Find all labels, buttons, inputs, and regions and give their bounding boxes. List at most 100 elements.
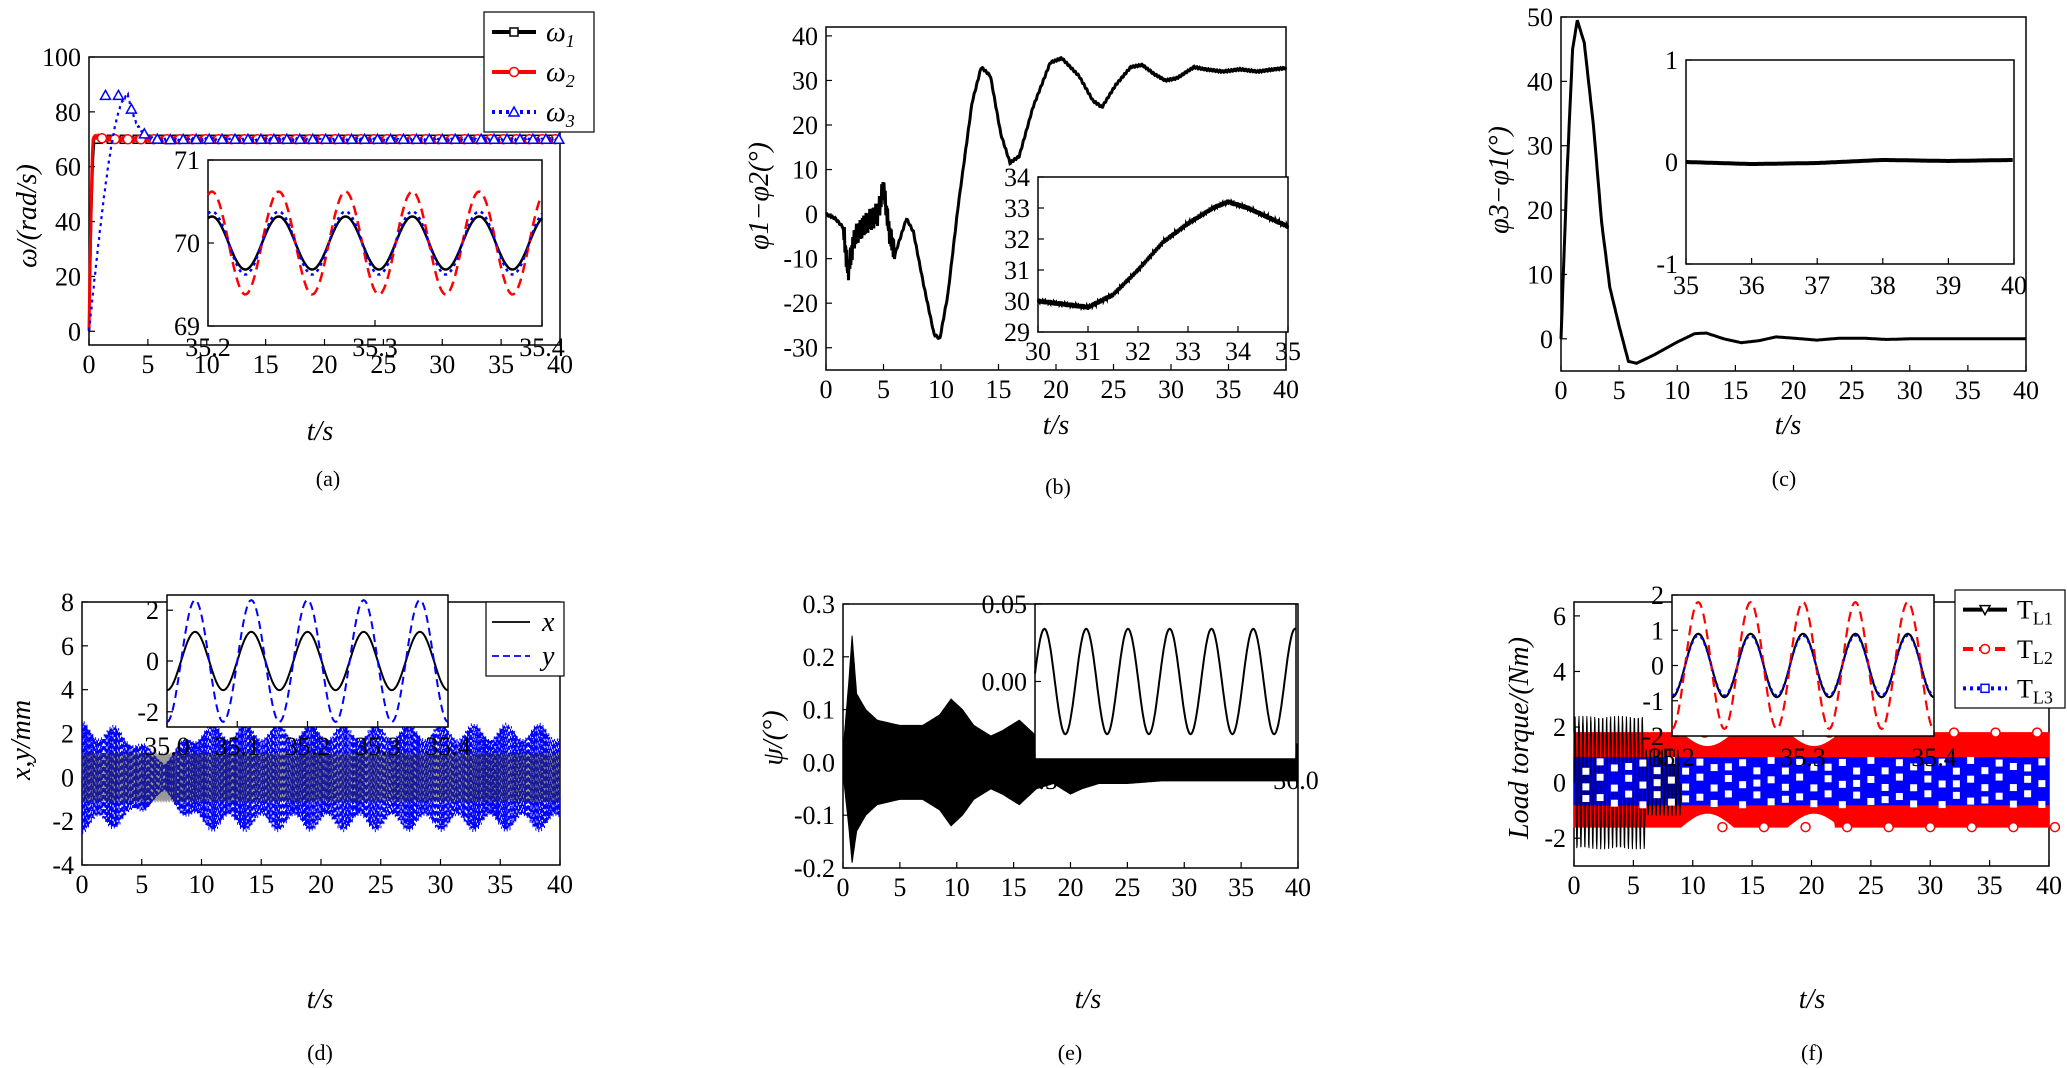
f-legend-label: TL1: [2017, 596, 2053, 629]
b-inset-xtick-label: 31: [1075, 337, 1101, 366]
f-series-l3-marker: [2038, 780, 2046, 788]
c-series-line: [1559, 19, 2026, 365]
f-series-l3-marker: [1639, 759, 1647, 767]
f-series-l3-marker: [1610, 784, 1618, 792]
e-inset-xtick-label: 36.0: [1273, 766, 1319, 795]
a-series-marker: [241, 132, 255, 145]
f-series-l3-marker: [2009, 762, 2017, 770]
e-xtick-label: 30: [1171, 873, 1197, 902]
c-frame: [1560, 16, 2027, 372]
f-inset-ytick-label: 2: [1651, 581, 1664, 610]
ylabel-a: ω/(rad/s): [12, 164, 43, 268]
c-inset-xtick-label: 36: [1739, 271, 1765, 300]
f-ytick-label: 0: [1553, 769, 1566, 798]
chart-a: 0 5 10 15 20 25 30 35 40 0 20 40 60 80 100 ω1 ω2 ω3 35.2 35…: [42, 11, 595, 379]
f-series-l3-marker: [1710, 799, 1718, 807]
b-ytick-label: -20: [783, 289, 818, 318]
d-inset-ytick-label: 0: [146, 647, 159, 676]
b-ytick-label: 0: [805, 200, 818, 229]
f-series-l3-marker: [1938, 780, 1946, 788]
f-series-l3-marker: [1596, 794, 1604, 802]
panel-b: (b) t/s φ1−φ2(°): [744, 142, 1071, 499]
a-series-marker: [280, 132, 294, 145]
d-xtick-label: 20: [308, 870, 334, 899]
e-ytick-label: 0.1: [803, 696, 836, 725]
c-xtick-label: 40: [2013, 376, 2039, 405]
a-series-marker: [202, 132, 216, 145]
e-inset-line: [1034, 627, 1297, 736]
f-series-l3-marker: [1582, 767, 1590, 775]
f-series-l3-marker: [1895, 759, 1903, 767]
a-series-marker: [125, 102, 138, 114]
b-inset-xtick-label: 33: [1175, 337, 1201, 366]
f-series-l2-marker: [2031, 727, 2043, 738]
f-xtick-label: 20: [1799, 871, 1825, 900]
c-xtick-label: 25: [1839, 376, 1865, 405]
f-series-l3-marker: [1625, 762, 1633, 770]
f-series-l3-marker: [2024, 764, 2032, 772]
c-ytick-label: 30: [1527, 132, 1553, 161]
c-inset-xtick-label: 35: [1673, 271, 1699, 300]
f-series-l3-marker: [1767, 756, 1775, 764]
f-series-l3-marker: [1967, 775, 1975, 783]
f-series-l3-marker: [1582, 795, 1590, 803]
f-series-l3-marker: [1582, 783, 1590, 791]
ylabel-b: φ1−φ2(°): [744, 142, 775, 250]
a-series-marker: [96, 132, 108, 144]
c-ytick-label: 40: [1527, 67, 1553, 96]
a-series-marker: [526, 132, 540, 145]
d-inset-ytick-label: 2: [146, 596, 159, 625]
c-xtick-label: 30: [1897, 376, 1923, 405]
a-xtick-label: 0: [83, 350, 96, 379]
a-series-marker: [539, 132, 553, 145]
a-xtick-label: 5: [141, 350, 154, 379]
a-series-marker: [122, 134, 134, 145]
f-series-l3-marker: [1924, 775, 1932, 783]
xlabel-e: t/s: [1075, 984, 1102, 1015]
a-ytick-label: 100: [42, 43, 81, 72]
d-ytick-label: -4: [52, 851, 74, 880]
f-series-l3-marker: [1596, 773, 1604, 781]
d-xtick-label: 40: [547, 870, 573, 899]
a-series-marker: [461, 132, 475, 145]
f-series-l3-marker: [1910, 784, 1918, 792]
f-series-l3-marker: [1653, 779, 1661, 787]
f-series-l3-marker: [1796, 793, 1804, 801]
d-inset-xtick-label: 35.3: [355, 732, 401, 761]
e-ytick-label: 0.3: [803, 590, 836, 619]
f-series-l3-marker: [1967, 756, 1975, 764]
b-ytick-label: -30: [783, 334, 818, 363]
a-series-marker: [215, 132, 229, 145]
d-series-x: [81, 752, 561, 803]
panel-a: (a) t/s ω/(rad/s): [12, 164, 340, 491]
c-inset-xtick-label: 39: [1935, 271, 1961, 300]
a-xtick-label: 40: [547, 350, 573, 379]
a-ytick-label: 40: [55, 208, 81, 237]
d-legend-label: x: [541, 607, 555, 638]
a-series-marker: [306, 132, 319, 145]
f-ytick-label: 2: [1553, 713, 1566, 742]
d-inset-line: [166, 598, 449, 724]
f-series-l3-marker: [1767, 798, 1775, 806]
e-inset-frame: [1034, 603, 1297, 760]
f-xtick-label: 40: [2036, 871, 2062, 900]
e-ytick-label: -0.2: [794, 854, 835, 883]
f-series-l3-marker: [1753, 779, 1761, 787]
a-ytick-label: 60: [55, 153, 81, 182]
d-ytick-label: 6: [61, 632, 74, 661]
f-series-l3-marker: [1696, 773, 1704, 781]
f-series-l3-marker: [1653, 791, 1661, 799]
c-xtick-label: 35: [1955, 376, 1981, 405]
e-ytick-label: -0.1: [794, 801, 835, 830]
f-series-l3-marker: [1810, 784, 1818, 792]
c-ytick-label: 50: [1527, 3, 1553, 32]
d-inset-xtick-label: 35.0: [144, 732, 190, 761]
d-inset-frame: [166, 594, 449, 728]
f-series-l3-marker: [1753, 767, 1761, 775]
f-series-l3-marker: [1981, 796, 1989, 804]
c-inset-ytick-label: -1: [1656, 250, 1678, 279]
f-xtick-label: 15: [1739, 871, 1765, 900]
f-series-l3-marker: [1881, 767, 1889, 775]
